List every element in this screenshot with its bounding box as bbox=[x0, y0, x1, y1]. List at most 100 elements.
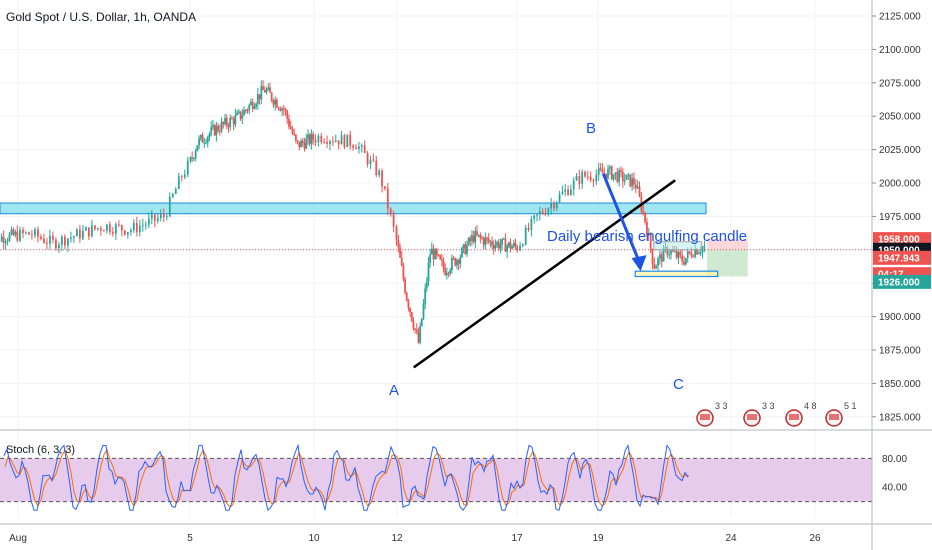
arrow-head bbox=[631, 255, 647, 272]
candle-body bbox=[616, 172, 619, 182]
price-tick-label: 2125.000 bbox=[879, 12, 921, 23]
candle-body bbox=[93, 225, 96, 229]
candle-body bbox=[357, 146, 360, 150]
candle-body bbox=[49, 235, 51, 244]
candle-body bbox=[381, 170, 383, 187]
candle-body bbox=[686, 251, 689, 258]
candle-body bbox=[369, 159, 372, 165]
candle-body bbox=[4, 241, 7, 244]
candle-body bbox=[123, 230, 126, 235]
date-tick-label: 5 bbox=[187, 533, 193, 544]
candle-body bbox=[138, 225, 141, 233]
price-badge-label: 1958.000 bbox=[878, 235, 920, 246]
candle-body bbox=[671, 250, 674, 252]
candle-body bbox=[668, 254, 671, 256]
candle-body bbox=[567, 189, 569, 195]
candle-body bbox=[690, 252, 693, 257]
candle-body bbox=[232, 118, 235, 125]
candle-body bbox=[58, 244, 60, 249]
candle-body bbox=[469, 238, 472, 242]
candle-body bbox=[241, 115, 244, 119]
candle-body bbox=[378, 170, 381, 176]
candle-body bbox=[329, 141, 331, 144]
price-badge-bg bbox=[873, 274, 931, 289]
candle-body bbox=[467, 238, 470, 245]
candle-body bbox=[288, 118, 290, 127]
candle-body bbox=[511, 246, 514, 249]
candle-body bbox=[688, 251, 691, 253]
candle-body bbox=[2, 236, 5, 244]
candle-body bbox=[234, 115, 237, 125]
event-count-label: 5 1 bbox=[844, 401, 857, 411]
stoch-label: Stoch (6, 3, 3) bbox=[6, 444, 75, 456]
event-flag-icon: 4 8 bbox=[785, 401, 817, 427]
candle-body bbox=[67, 238, 69, 246]
candle-body bbox=[533, 215, 536, 219]
candle-body bbox=[108, 224, 111, 232]
candle-body bbox=[31, 234, 33, 236]
candle-body bbox=[277, 107, 280, 109]
candle-body bbox=[61, 236, 63, 245]
candle-body bbox=[298, 141, 301, 148]
candle-body bbox=[512, 243, 515, 247]
stoch-tick-label: 40.00 bbox=[882, 483, 907, 494]
candle-body bbox=[52, 235, 54, 240]
price-tick-label: 2075.000 bbox=[879, 78, 921, 89]
candle-body bbox=[409, 308, 411, 313]
candle-body bbox=[366, 153, 369, 165]
candle-body bbox=[427, 262, 430, 282]
candle-body bbox=[201, 134, 204, 143]
candle-body bbox=[323, 141, 326, 143]
candle-body bbox=[244, 109, 247, 111]
candle-body bbox=[670, 250, 672, 255]
candle-body bbox=[666, 247, 669, 255]
candle-body bbox=[653, 263, 656, 269]
candle-body bbox=[430, 248, 433, 255]
trendline bbox=[413, 179, 676, 369]
candle-body bbox=[647, 233, 650, 236]
candle-body bbox=[440, 259, 443, 261]
candle-body bbox=[117, 224, 120, 226]
candle-body bbox=[300, 140, 302, 148]
candle-body bbox=[618, 170, 621, 182]
candle-body bbox=[410, 312, 413, 321]
candle-body bbox=[659, 254, 661, 259]
candle-body bbox=[150, 214, 153, 219]
candle-body bbox=[608, 166, 611, 169]
candle-body bbox=[0, 236, 3, 242]
candle-body bbox=[627, 174, 630, 176]
candle-body bbox=[516, 246, 519, 251]
candle-body bbox=[578, 176, 581, 184]
point-c-label: C bbox=[673, 376, 684, 393]
candle-body bbox=[111, 231, 114, 234]
candle-body bbox=[434, 249, 437, 260]
candle-body bbox=[605, 173, 608, 179]
candle-body bbox=[489, 241, 492, 243]
candle-body bbox=[634, 184, 637, 189]
candle-body bbox=[310, 133, 313, 144]
price-badge: 1926.000 bbox=[873, 274, 931, 289]
candle-body bbox=[509, 242, 512, 249]
engulfing-candle-box bbox=[653, 241, 703, 251]
candle-body bbox=[222, 122, 225, 124]
candle-body bbox=[186, 160, 189, 175]
candle-body bbox=[506, 245, 509, 252]
candle-body bbox=[660, 254, 663, 262]
price-pane[interactable] bbox=[0, 0, 872, 430]
candle-body bbox=[432, 248, 435, 260]
candle-body bbox=[452, 258, 455, 260]
stoch-k-line bbox=[3, 443, 689, 512]
candle-body bbox=[646, 221, 648, 236]
event-flag-stripes bbox=[789, 414, 799, 420]
stochastic-pane[interactable]: 80.00 40.00 bbox=[0, 443, 907, 512]
candle-body bbox=[73, 236, 75, 238]
candle-body bbox=[213, 125, 216, 136]
price-tick-label: 1975.000 bbox=[879, 212, 921, 223]
candle-body bbox=[269, 87, 271, 93]
candle-body bbox=[129, 230, 132, 233]
candle-body bbox=[70, 237, 72, 239]
candle-body bbox=[402, 265, 405, 280]
candle-body bbox=[692, 256, 695, 258]
date-tick-label: Aug bbox=[9, 533, 27, 544]
